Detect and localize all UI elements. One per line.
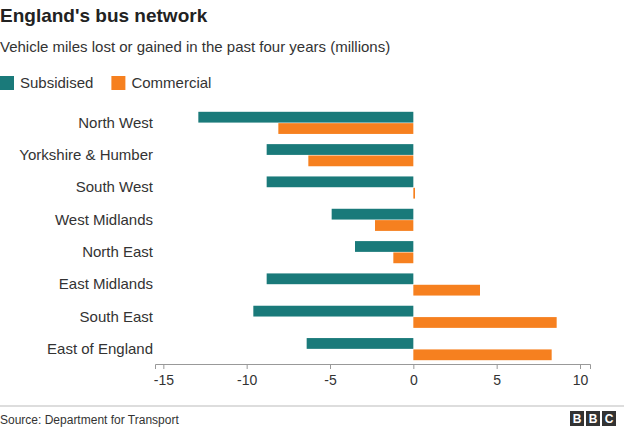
bar <box>278 123 413 134</box>
subtitle: Vehicle miles lost or gained in the past… <box>0 38 390 55</box>
y-tick-label: West Midlands <box>55 211 153 228</box>
y-tick: West Midlands <box>55 211 153 228</box>
y-tick: East Midlands <box>59 275 153 292</box>
bar <box>267 273 414 284</box>
legend-swatch <box>111 76 125 90</box>
bar <box>413 317 556 328</box>
x-tick-label: -10 <box>237 372 257 388</box>
footer-rule <box>0 406 624 407</box>
bar <box>332 209 414 220</box>
logo-box <box>602 411 616 426</box>
chart: England's bus network Vehicle miles lost … <box>0 0 624 431</box>
y-tick-label: East of England <box>47 340 153 357</box>
y-tick-label: North West <box>78 114 154 131</box>
x-tick-mark <box>163 364 164 369</box>
x-tick-mark <box>413 364 414 369</box>
y-tick-label: East Midlands <box>59 275 153 292</box>
legend-label: Commercial <box>131 74 211 91</box>
logo-box <box>570 411 584 426</box>
logo: BBC <box>570 411 616 426</box>
title: England's bus network <box>0 5 208 26</box>
bar <box>308 155 413 166</box>
bar <box>267 144 414 155</box>
y-tick-label: North East <box>82 243 154 260</box>
y-tick-label: Yorkshire & Humber <box>19 146 153 163</box>
bar <box>198 112 413 123</box>
bar <box>267 176 414 187</box>
x-tick: 5 <box>493 364 501 388</box>
y-tick: North West <box>78 114 154 131</box>
x-tick-label: 0 <box>410 372 418 388</box>
legend: Subsidised Commercial <box>0 74 211 91</box>
y-axis: North West Yorkshire & Humber South West We… <box>19 114 154 357</box>
logo-text: BBC <box>573 412 614 426</box>
y-tick: South West <box>76 178 154 195</box>
legend-label: Subsidised <box>20 74 93 91</box>
y-tick-label: South East <box>80 308 154 325</box>
logo-box <box>586 411 600 426</box>
y-tick: North East <box>82 243 154 260</box>
bar <box>253 306 413 317</box>
y-tick: Yorkshire & Humber <box>19 146 153 163</box>
bar <box>375 220 413 231</box>
x-tick-mark <box>247 364 248 369</box>
x-tick-label: 10 <box>573 372 589 388</box>
x-axis-line <box>156 365 591 370</box>
source: Source: Department for Transport <box>0 413 179 427</box>
x-tick-label: -5 <box>324 372 337 388</box>
y-tick-label: South West <box>76 178 154 195</box>
x-axis: -15 -10 -5 0 5 10 <box>154 364 591 388</box>
x-tick-mark <box>497 364 498 369</box>
x-tick: -10 <box>237 364 257 388</box>
y-tick: South East <box>80 308 154 325</box>
x-tick-mark <box>330 364 331 369</box>
x-tick-label: -15 <box>154 372 174 388</box>
bar <box>393 252 413 263</box>
bar <box>307 338 414 349</box>
x-tick: -5 <box>324 364 337 388</box>
bar <box>413 349 551 360</box>
x-tick: 10 <box>573 364 589 388</box>
y-tick: East of England <box>47 340 153 357</box>
legend-swatch <box>0 76 14 90</box>
x-tick-label: 5 <box>493 372 501 388</box>
bar <box>413 188 415 199</box>
bar <box>413 285 480 296</box>
x-tick: -15 <box>154 364 174 388</box>
bars <box>198 112 556 360</box>
x-tick-mark <box>580 364 581 369</box>
x-tick: 0 <box>410 364 418 388</box>
bar <box>355 241 413 252</box>
